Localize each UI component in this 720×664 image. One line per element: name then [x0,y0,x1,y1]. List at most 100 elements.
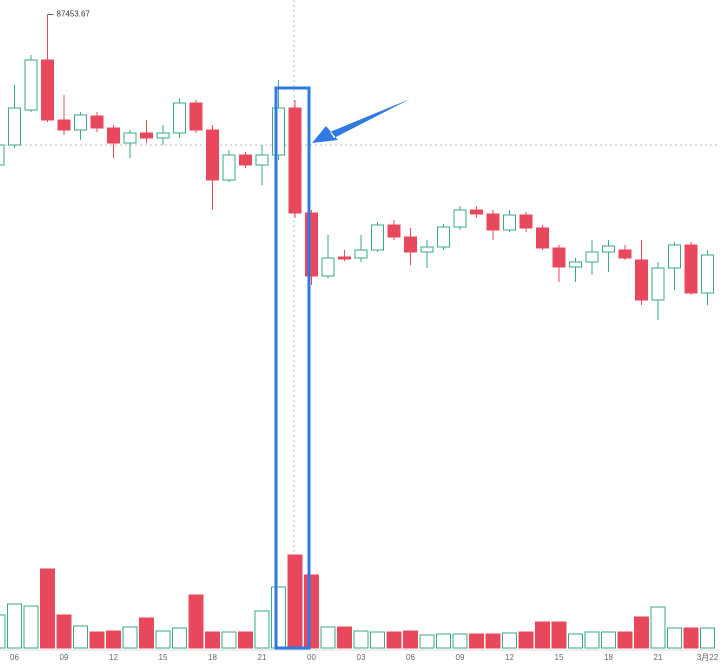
candle-body [173,102,186,134]
volume-bar [650,606,666,649]
volume-bar [584,631,600,649]
x-tick-label: 12 [505,653,514,662]
volume-bar [634,616,649,649]
volume-bar [106,630,121,649]
volume-bar [386,631,402,649]
marks: 06 09 12 15 18 21 00 03 06 09 12 15 18 21 3月22 87453.67 [0,10,719,662]
x-tick-label: 09 [456,653,465,662]
candle-body [189,102,203,131]
volume-bar [535,621,550,649]
candle-body [41,59,54,121]
volume-bar [238,631,253,649]
candle-body [24,59,38,111]
candle-body [354,249,368,259]
x-tick-label: 06 [406,653,415,662]
x-tick-label: 18 [604,653,613,662]
highlight-box [274,86,311,650]
volume-bar [271,586,286,649]
x-tick-label: 09 [60,653,69,662]
candle-body [420,246,434,253]
candle-body [437,226,450,248]
volume-bar [188,594,204,649]
volume-bar [551,621,567,649]
candle-body [503,214,516,231]
candle-body [585,251,599,263]
candle-body [371,224,384,251]
candle-body [239,154,252,166]
candle-body [486,213,500,231]
volume-bar [683,627,699,649]
volume-bar [485,633,501,649]
candle-body [321,257,335,277]
candle-body [404,236,417,253]
volume-bar [320,626,336,649]
x-tick-label: 21 [654,653,663,662]
volume-bar [205,631,220,649]
x-tick-label: 3月22 [697,653,719,662]
volume-bar [172,627,187,649]
candle-body [206,129,219,181]
volume-bar [617,631,633,649]
candle-body [57,119,71,131]
volume-bar [122,626,138,649]
candle-body [0,144,5,166]
candle-body [651,267,665,301]
volume-bar [667,627,682,649]
volume-bar [7,603,22,649]
volume-bar [502,632,517,649]
x-tick-label: 15 [159,653,168,662]
candle-body [536,227,549,249]
volume-bar [221,631,237,649]
volume-bar [304,574,319,649]
volume-bar [73,625,88,649]
candle-body [519,214,533,229]
x-tick-label: 15 [555,653,564,662]
candle-body [107,127,120,144]
candle-body [684,244,698,294]
candle-body [156,132,170,139]
volume-bar [337,626,352,649]
candle-body [8,107,21,146]
volume-bar [518,631,534,649]
volume-bar [436,633,451,649]
volume-bar [601,631,616,649]
candle-body [668,244,681,269]
x-tick-label: 03 [357,653,366,662]
candle-body [140,132,153,139]
volume-bar [370,631,385,649]
volume-bar [403,630,418,649]
x-tick-label: 12 [109,653,118,662]
candle-body [222,154,236,181]
volume-bar [419,634,435,649]
candle-body [453,209,467,228]
volume-bar [452,633,468,649]
x-tick-label: 21 [258,653,267,662]
candle-body [618,249,632,259]
arrow [312,99,410,143]
candle-body [635,259,648,301]
candle-body [123,132,137,144]
volume-bar [469,633,484,649]
volume-bar [700,627,715,649]
candle-body [255,154,269,166]
candle-body [74,114,87,131]
candle-body [387,224,401,238]
candle-body [552,247,566,268]
candle-body [272,107,285,156]
candle-body [338,256,351,260]
candle-body [569,261,582,268]
candle-body [90,115,104,129]
candle-body [701,254,714,294]
candle-body [305,212,318,277]
annotation: 87453.67 [57,10,91,19]
volume-bar [353,630,369,649]
volume-bar [40,568,55,649]
volume-bar [89,631,105,649]
x-tick-label: 18 [208,653,217,662]
candle-body [470,209,483,215]
volume-bar [254,610,270,649]
candle-body [602,245,615,253]
volume-bar [0,614,6,649]
volume-bar [287,554,303,649]
